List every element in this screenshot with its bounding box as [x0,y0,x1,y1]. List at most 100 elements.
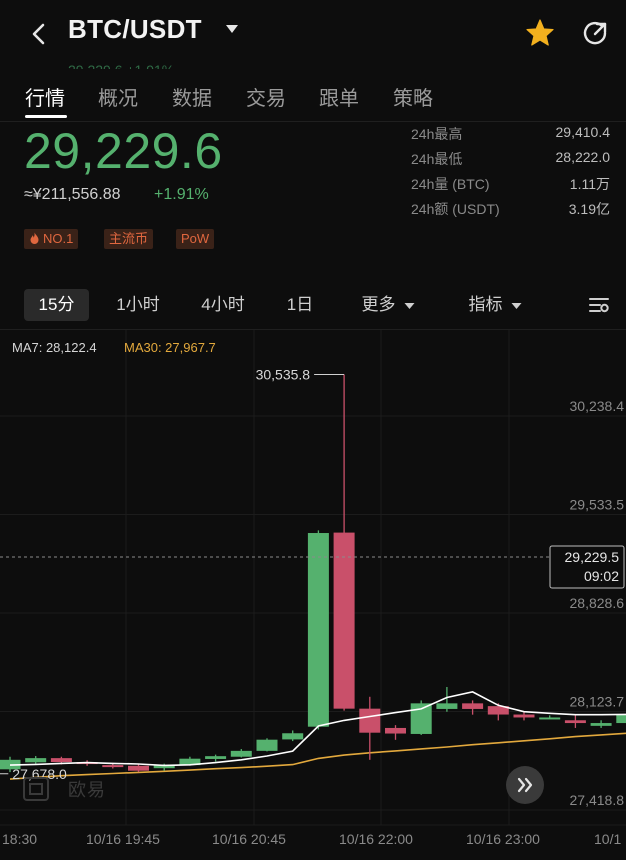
candle-body [25,758,47,763]
candle [539,715,561,720]
rank-tag-label: NO.1 [43,231,74,246]
category-tag[interactable]: 主流币 [104,229,154,249]
candle [256,738,278,752]
y-tick-label: 28,828.6 [570,595,625,611]
current-price-box [549,545,625,589]
tab-divider [0,121,626,122]
back-arrow-icon [32,23,45,45]
candle-body [307,533,329,727]
ma7-line [9,691,626,767]
chart-divider [0,329,626,330]
percent-change: +1.91% [154,186,209,203]
candle [487,703,509,721]
chevron-down-icon [511,302,521,309]
candle-body [564,720,586,724]
candle [230,749,252,758]
rank-tag[interactable]: NO.1 [24,229,79,249]
candle [205,754,227,762]
candle [564,714,586,728]
interval-4h[interactable]: 4小时 [201,295,245,314]
favorite-button[interactable] [525,18,555,48]
stat-value-volume: 1.11万 [569,176,610,192]
candle [590,720,612,728]
stat-label-high: 24h最高 [411,126,463,142]
tab-strategy[interactable]: 策略 [393,88,433,110]
stat-value-high: 29,410.4 [555,124,611,140]
candle-countdown-label: 09:02 [584,568,619,584]
candle-body [256,739,278,751]
last-price: 29,229.6 [24,123,223,179]
candle-body [50,758,72,763]
x-axis-ticks: 18:30 10/16 19:45 10/16 20:45 10/16 22:00 10… [2,831,621,847]
high-price-label: 30,535.8 [256,366,311,382]
candles [0,374,626,773]
candle-body [102,765,124,768]
interval-1h[interactable]: 1小时 [116,295,160,314]
candle-body [385,727,406,734]
tab-market[interactable]: 行情 [25,88,65,110]
interval-1d[interactable]: 1日 [286,295,314,314]
share-button[interactable] [580,18,610,48]
candle [513,711,535,721]
x-tick-label: 10/1 [594,831,621,847]
ghost-ticker: 29,229.6 +1.91% [68,62,174,69]
x-tick-label: 10/16 22:00 [339,831,413,847]
tab-data[interactable]: 数据 [172,88,212,110]
ma30-legend: MA30: 27,967.7 [124,340,216,355]
flame-icon [30,232,39,244]
scroll-to-latest-button[interactable] [505,765,545,805]
candlestick-chart[interactable]: 30,238.4 29,533.5 28,828.6 28,123.7 27,418.8… [0,330,626,860]
indicators-label: 指标 [468,295,503,314]
star-icon [526,19,554,46]
fast-forward-icon [506,766,544,804]
candle-body [333,532,355,709]
y-tick-label: 30,238.4 [570,398,625,414]
candle-body [590,723,612,726]
pair-title[interactable]: BTC/USDT [68,14,202,44]
stat-value-turnover: 3.19亿 [568,201,610,217]
candle-body [282,733,304,740]
candle-body [359,708,381,733]
candle-body [539,717,561,720]
candle-body [205,756,227,759]
stat-label-low: 24h最低 [411,151,463,167]
candle [25,756,47,764]
candle-body [410,703,432,734]
stat-label-turnover: 24h额 (USDT) [411,201,500,217]
current-price-label: 29,229.5 [565,549,620,565]
chart-settings-button[interactable] [587,293,611,317]
exchange-watermark: 欧易 [68,780,106,800]
tab-trade[interactable]: 交易 [246,88,286,110]
y-tick-label: 29,533.5 [570,497,625,513]
candle [616,714,626,724]
indicators-dropdown[interactable]: 指标 [455,289,535,321]
candle [462,700,484,715]
tab-overview[interactable]: 概况 [98,88,138,110]
stat-label-volume: 24h量 (BTC) [411,176,490,192]
candle-body [230,750,252,757]
interval-15m[interactable]: 15分 [24,289,89,321]
candle-body [462,703,484,709]
x-tick-label: 10/16 20:45 [212,831,286,847]
more-intervals-dropdown[interactable]: 更多 [348,289,428,321]
exchange-logo-mark [22,776,50,802]
back-button[interactable] [24,16,54,52]
candle [102,763,124,769]
y-tick-label: 28,123.7 [570,694,625,710]
candle [307,530,329,730]
active-tab-indicator [25,115,67,118]
candle [359,696,381,760]
candle-body [487,706,509,715]
candle [410,700,432,735]
tab-copy-trading[interactable]: 跟单 [319,88,359,110]
candle [385,725,406,740]
consensus-tag[interactable]: PoW [176,229,215,249]
candle-body [128,765,149,771]
x-tick-label: 10/16 19:45 [86,831,160,847]
pair-selector-button[interactable] [224,22,240,36]
cny-price: ≈¥211,556.88 [24,186,121,203]
chevron-down-icon [226,25,238,33]
candle [128,764,149,773]
candle-body [153,764,175,769]
stat-value-low: 28,222.0 [555,149,611,165]
